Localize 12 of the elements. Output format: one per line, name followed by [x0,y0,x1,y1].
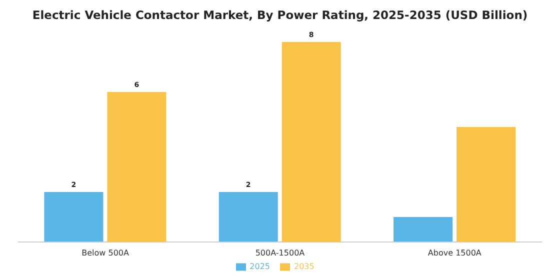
x-tick-label: 500A-1500A [255,248,306,258]
bar [218,192,278,242]
chart-title: Electric Vehicle Contactor Market, By Power Rating, 2025-2035 (USD Billion) [31,8,529,22]
legend-label: 2035 [294,262,314,272]
legend-label: 2025 [250,262,270,272]
bar [394,217,453,242]
bar [44,192,104,242]
bar [282,42,341,242]
x-tick-label: Above 1500A [428,248,482,258]
x-tick-label: Below 500A [82,248,130,258]
bar [456,127,516,242]
bar [107,92,166,242]
